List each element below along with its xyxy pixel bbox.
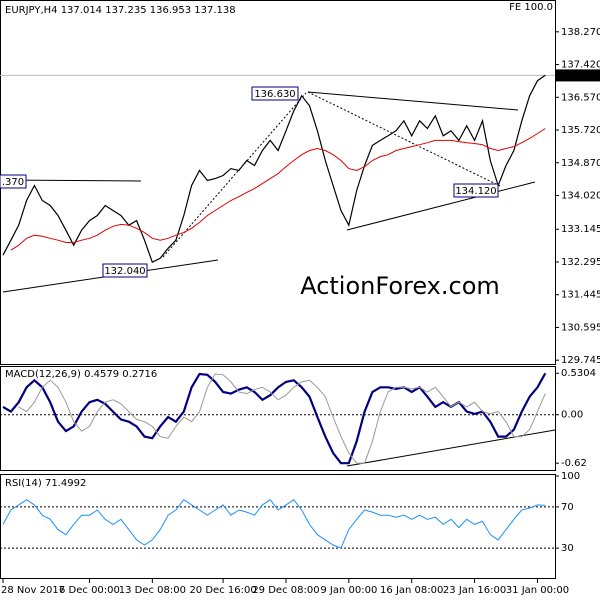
y-tick-label: 30 (561, 543, 574, 554)
annotation: FE 100.0 (509, 2, 553, 13)
projection-line (162, 92, 307, 258)
annotations: 136.630 132.040 134.120 .370 FE 100.0 (0, 2, 553, 278)
x-tick-label: 20 Dec 16:00 (189, 585, 256, 596)
annotation-box (251, 86, 299, 101)
annotation: 136.630 (254, 89, 295, 100)
y-tick-label: 0.00 (561, 410, 583, 421)
y-tick-label: 133.145 (561, 224, 600, 235)
series-line (2, 499, 546, 549)
y-tick-label: 129.745 (561, 355, 600, 366)
x-tick-label: 13 Dec 08:00 (119, 585, 186, 596)
y-tick-label: 136.570 (561, 92, 600, 103)
chart-title: EURJPY,H4 137.014 137.235 136.953 137.13… (5, 5, 236, 16)
watermark: ActionForex.com (300, 272, 500, 300)
macd-trend-line (346, 429, 556, 467)
x-tick-label: 28 Nov 2017 (1, 585, 65, 596)
annotation-box (453, 183, 499, 198)
y-tick-label: 134.870 (561, 158, 600, 169)
current-price: 137.138 (558, 70, 599, 81)
annotation: 134.120 (455, 186, 496, 197)
y-tick-label: 100 (561, 471, 580, 482)
macd-panel-frame (0, 366, 556, 471)
x-tick-label: 9 Jan 00:00 (320, 585, 377, 596)
y-tick-label: 135.720 (561, 125, 600, 136)
series-line (10, 128, 546, 251)
rsi-panel-frame (0, 474, 556, 579)
annotation: 132.040 (104, 266, 145, 277)
y-tick-label: 131.445 (561, 290, 600, 301)
y-tick-label: 132.295 (561, 257, 600, 268)
y-tick-label: 70 (561, 502, 574, 513)
panel-title: RSI(14) 71.4992 (5, 478, 86, 489)
x-tick-label: 23 Jan 16:00 (443, 585, 506, 596)
y-tick-label: 134.020 (561, 191, 600, 202)
y-tick-label: 0.5304 (561, 368, 596, 379)
y-tick-label: 138.270 (561, 27, 600, 38)
series-line (2, 74, 546, 264)
annotation-box (102, 263, 148, 278)
support-line (346, 181, 536, 231)
x-tick-label: 16 Jan 08:00 (380, 585, 443, 596)
annotation-box (0, 174, 27, 189)
y-tick-label: 130.595 (561, 322, 600, 333)
y-tick-label: -0.62 (561, 458, 587, 469)
series-line (18, 373, 546, 464)
x-tick-label: 29 Dec 08:00 (252, 585, 319, 596)
price-box (556, 69, 600, 82)
annotation: .370 (2, 177, 24, 188)
x-tick-label: 6 Dec 00:00 (59, 585, 120, 596)
y-tick-label: 137.420 (561, 60, 600, 71)
panel-title: MACD(12,26,9) 0.4579 0.2716 (5, 369, 157, 380)
resistance-line (307, 91, 519, 111)
x-tick-label: 31 Jan 00:00 (506, 585, 569, 596)
